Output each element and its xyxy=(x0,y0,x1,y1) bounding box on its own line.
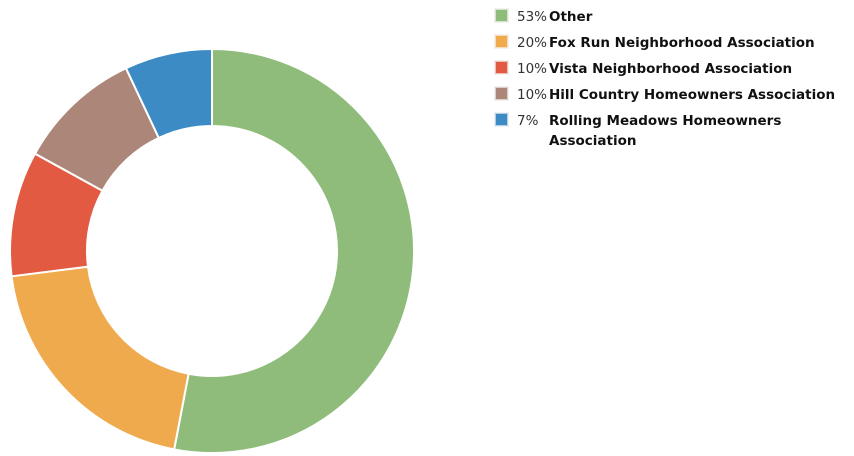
chart-legend: 53% Other 20% Fox Run Neighborhood Assoc… xyxy=(494,7,850,157)
legend-label: Rolling Meadows Homeowners Association xyxy=(549,113,782,149)
legend-label: Other xyxy=(549,9,593,25)
legend-label: Vista Neighborhood Association xyxy=(549,61,793,77)
legend-percentage: 10% xyxy=(517,61,548,77)
legend-item-rolling-meadows[interactable]: 7% Rolling Meadows Homeowners Associatio… xyxy=(494,111,850,151)
legend-swatch xyxy=(494,8,509,23)
legend-item-fox-run[interactable]: 20% Fox Run Neighborhood Association xyxy=(494,33,850,53)
legend-percentage: 53% xyxy=(517,9,548,25)
legend-percentage: 7% xyxy=(517,113,539,129)
legend-item-hill-country[interactable]: 10% Hill Country Homeowners Association xyxy=(494,85,850,105)
legend-item-vista[interactable]: 10% Vista Neighborhood Association xyxy=(494,59,850,79)
legend-percentage: 20% xyxy=(517,35,548,51)
legend-percentage: 10% xyxy=(517,87,548,103)
legend-label: Fox Run Neighborhood Association xyxy=(549,35,815,51)
legend-item-other[interactable]: 53% Other xyxy=(494,7,850,27)
legend-swatch xyxy=(494,60,509,75)
donut-slice-rolling-meadows-homeowners-association[interactable] xyxy=(124,47,213,140)
donut-slice-other[interactable] xyxy=(172,47,415,454)
legend-swatch xyxy=(494,34,509,49)
legend-swatch xyxy=(494,112,509,127)
legend-swatch xyxy=(494,86,509,101)
legend-label: Hill Country Homeowners Association xyxy=(549,87,836,103)
donut-plot xyxy=(9,47,415,454)
donut-slice-fox-run-neighborhood-association[interactable] xyxy=(10,265,190,451)
